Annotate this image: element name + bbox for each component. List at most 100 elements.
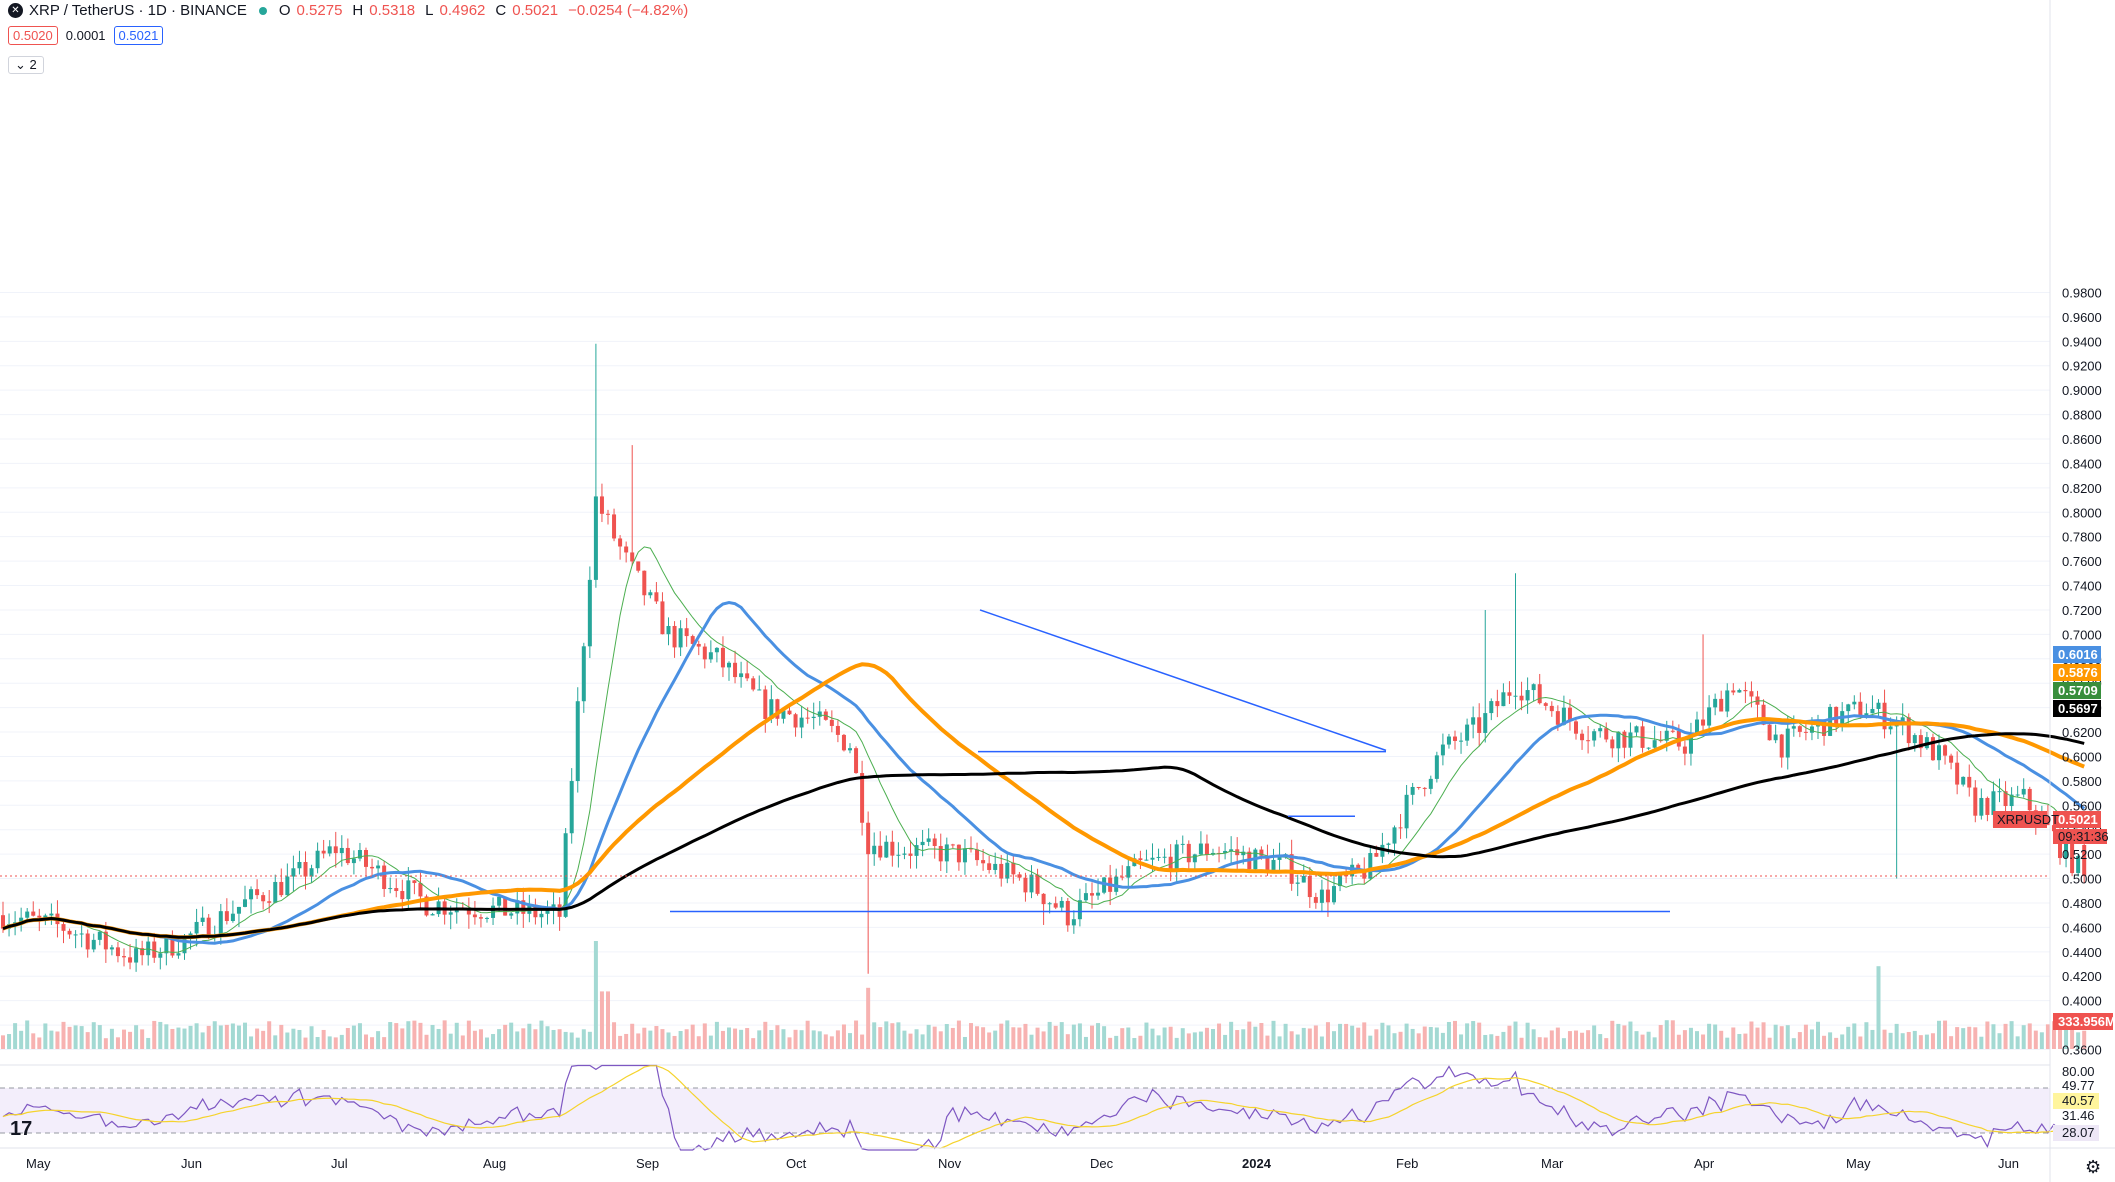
sell-button[interactable]: 0.5020 [8, 26, 58, 45]
candle-body [775, 699, 780, 719]
candle-body [1477, 717, 1482, 733]
volume-bar [115, 1037, 120, 1049]
volume-bar [1549, 1030, 1554, 1049]
candle-body [158, 953, 163, 958]
candle-body [1156, 856, 1161, 858]
candle-body [841, 734, 846, 751]
volume-bar [2082, 1030, 2087, 1049]
volume-bar [999, 1023, 1004, 1049]
candle-body [1513, 695, 1518, 697]
volume-bar [1930, 1033, 1935, 1049]
candle-body [2009, 794, 2014, 807]
volume-bar [2039, 1032, 2044, 1049]
candle-body [793, 714, 798, 728]
volume-bar [678, 1030, 683, 1049]
volume-bar [1253, 1026, 1258, 1049]
volume-bar [1374, 1029, 1379, 1049]
volume-bar [1822, 1035, 1827, 1049]
candle-body [315, 850, 320, 869]
candle-body [243, 899, 247, 907]
volume-bar [1277, 1036, 1282, 1049]
volume-bar [612, 1022, 617, 1049]
candle-body [2058, 831, 2062, 859]
volume-bar [1985, 1021, 1990, 1049]
candle-body [400, 891, 405, 900]
volume-bar [799, 1030, 804, 1049]
volume-bar [158, 1021, 163, 1049]
volume-bar [1325, 1022, 1330, 1049]
volume-bar [25, 1020, 30, 1049]
volume-bar [2076, 1032, 2081, 1049]
volume-bar [599, 991, 604, 1049]
candle-body [696, 643, 701, 647]
volume-bar [1307, 1028, 1312, 1049]
candle-body [1592, 731, 1597, 741]
time-label: May [26, 1156, 51, 1171]
volume-bar [448, 1033, 453, 1049]
volume-bar [1416, 1033, 1421, 1049]
candle-body [1053, 903, 1058, 908]
close-label: C [495, 2, 507, 19]
price-tick-label: 0.9800 [2062, 285, 2102, 300]
volume-bar [146, 1037, 151, 1049]
volume-bar [1580, 1032, 1585, 1049]
candle-body [291, 868, 296, 877]
candle-body [1586, 740, 1591, 742]
indicators-toggle[interactable]: ⌄ 2 [8, 56, 44, 74]
price-tick-label: 0.7200 [2062, 603, 2102, 618]
candle-body [285, 876, 290, 896]
candle-body [545, 909, 550, 914]
volume-bar [1265, 1035, 1270, 1049]
candle-body [660, 601, 665, 635]
candle-body [382, 865, 387, 890]
candle-body [1271, 859, 1276, 872]
candle-body [1198, 843, 1203, 855]
symbol-title[interactable]: XRP / TetherUS · 1D · BINANCE [29, 2, 247, 19]
buy-button[interactable]: 0.5021 [113, 26, 164, 45]
symbol-header[interactable]: ✕ XRP / TetherUS · 1D · BINANCE O 0.5275 … [8, 2, 688, 19]
candle-body [1192, 854, 1197, 863]
volume-bar [854, 1020, 859, 1049]
volume-bar [1114, 1035, 1119, 1049]
candle-body [666, 625, 671, 635]
price-tick-label: 0.9400 [2062, 334, 2102, 349]
volume-bar [1628, 1021, 1633, 1049]
tradingview-logo-icon[interactable]: 17 [10, 1118, 33, 1140]
candle-body [1, 915, 5, 929]
time-label: Jun [181, 1156, 202, 1171]
gear-icon[interactable]: ⚙ [2085, 1157, 2102, 1177]
volume-bar [364, 1034, 368, 1049]
volume-bar [236, 1025, 241, 1049]
volume-bar [1574, 1030, 1578, 1049]
candle-body [1501, 692, 1506, 707]
candle-body [1664, 730, 1669, 741]
volume-bar [618, 1035, 623, 1049]
volume-bar [103, 1038, 108, 1049]
candlesticks [1, 343, 2087, 974]
time-axis[interactable]: May Jun Jul Aug Sep Oct Nov Dec 2024 Feb Mar Apr May… [0, 1147, 2115, 1171]
candle-body [1634, 726, 1639, 733]
candle-body [1822, 719, 1827, 736]
candle-body [1979, 797, 1984, 816]
volume-bar [1422, 1026, 1427, 1049]
volume-bar [581, 1029, 586, 1049]
candle-body [515, 900, 520, 914]
volume-bar [642, 1027, 647, 1049]
candle-body [1374, 853, 1379, 857]
candle-body [1525, 690, 1530, 701]
candle-body [279, 881, 284, 896]
volume-bar [339, 1034, 344, 1049]
candle-body [563, 833, 568, 917]
xrp-logo-icon: ✕ [8, 3, 23, 18]
rsi-band [0, 1088, 2050, 1133]
volume-bar [2009, 1021, 2014, 1049]
volume-bar [805, 1020, 810, 1049]
volume-bar [950, 1027, 955, 1049]
volume-bar [527, 1023, 532, 1049]
candle-body [1428, 778, 1433, 789]
rsi-tick-label: 31.46 [2062, 1108, 2095, 1123]
volume-bar [49, 1030, 54, 1049]
volume-bar [503, 1024, 508, 1049]
volume-bar [442, 1020, 447, 1049]
